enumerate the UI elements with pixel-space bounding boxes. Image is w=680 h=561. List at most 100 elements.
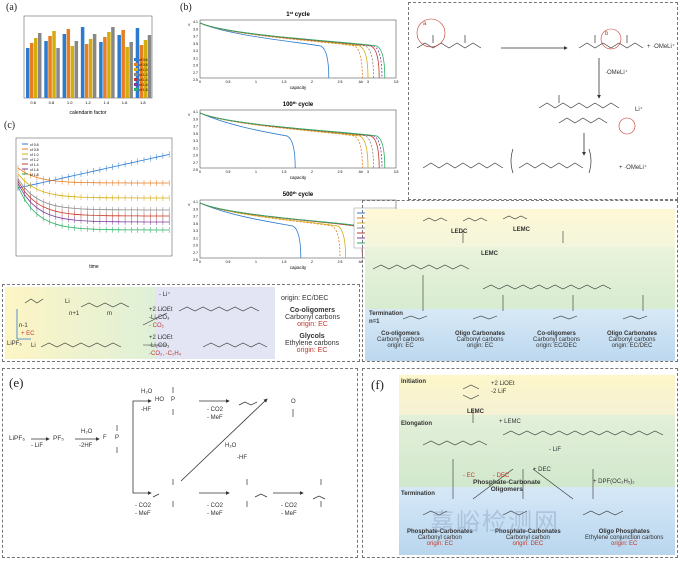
x-axis-label: capacity (290, 85, 307, 90)
legend-label: cf 1.2 (30, 158, 39, 162)
bar (99, 42, 103, 98)
legend-label: cf 1.0 (30, 153, 39, 157)
e-mef-a: - MeF (207, 415, 223, 421)
legend-label: cf 0.6 (30, 143, 39, 147)
bar (48, 36, 52, 98)
e-co2-d: - CO2 (281, 503, 298, 509)
discharge-curve (199, 112, 296, 169)
omeli-3: + ·OMeLi⁺ (619, 165, 648, 171)
x-tick-label: 3.5 (394, 170, 399, 174)
bar (129, 42, 133, 98)
bar (62, 34, 67, 98)
plot-title-rest: cycle (297, 192, 314, 198)
y-tick-label: 3.1 (193, 56, 198, 60)
x-tick-label: 2 (311, 80, 313, 84)
term-product-1: Co-oligomers Carbonyl carbons origin: EC (377, 331, 424, 349)
bar (52, 31, 56, 98)
f-initiation-band (399, 375, 675, 415)
t1-sub: Carbonyl carbon (417, 535, 462, 541)
x-tick-label: 0.5 (226, 260, 231, 264)
plot-title-sup: st (290, 10, 294, 15)
plot-title: 100th cycle (283, 100, 314, 108)
r2c: -CO₂, -C₂H₄ (149, 351, 182, 357)
origin-1: origin: EC/DEC (281, 295, 329, 302)
plot-frame (199, 109, 397, 169)
x-axis-label: capacity (290, 265, 307, 270)
legend-swatch (134, 73, 138, 76)
legend-swatch (134, 68, 138, 71)
f-lif1: +2 LiOEt (491, 381, 515, 387)
legend-swatch (134, 78, 138, 81)
bar (125, 47, 129, 98)
t3-head: Oligo Phosphates (598, 529, 650, 535)
term-product-2: Oligo Carbonates Carbonyl carbons origin… (455, 331, 505, 349)
series-line (17, 180, 170, 217)
f-dec: + DEC (533, 467, 551, 473)
r1a: +2 LiOEt (149, 307, 173, 313)
y-axis-unit: V (188, 203, 191, 207)
discharge-curve (199, 202, 302, 259)
y-tick-label: 3.5 (193, 222, 198, 226)
panel-e: (e) LiPF₆ - LiF PF₅ H₂O -2HF P F H₂O -HF… (2, 368, 358, 558)
bar (111, 27, 115, 98)
d-glycols: Glycols Ethylene carbons origin: EC (285, 333, 339, 354)
t1-head: Phosphate-Carbonates (407, 529, 473, 535)
e-p-1: P (115, 435, 120, 441)
r2b: -Li₂CO₃ (149, 343, 170, 349)
bar (103, 37, 107, 98)
y-tick-label: 2.9 (193, 64, 198, 68)
m-label: m (107, 311, 112, 317)
c3-head: Co-oligomers (537, 331, 576, 337)
series-line (17, 154, 170, 189)
r2a: +2 LiOEt (149, 335, 173, 341)
e-f-1: F (103, 435, 107, 441)
plot-title: 500th cycle (283, 190, 314, 198)
f-lemc: LEMC (467, 409, 484, 415)
f-pco-oligomers: Phosphate-Carbonate Oligomers (473, 479, 541, 493)
y-tick-label: 3.1 (193, 146, 198, 150)
f-termination: Termination (401, 491, 435, 497)
d-band-2 (155, 287, 275, 359)
x-axis-label: capacity (290, 175, 307, 180)
t3-sub: Ethylene conjunction carbons (585, 535, 664, 541)
legend-label: cf 1.4 (30, 163, 39, 167)
d-co-oligomers: Co-oligomers Carbonyl carbons origin: EC (285, 307, 340, 328)
y-tick-label: 2.7 (193, 161, 198, 165)
plot-title-sup: th (293, 100, 297, 105)
co-head: Co-oligomers (289, 307, 335, 314)
bar (84, 44, 89, 98)
bar (74, 41, 79, 98)
panel-f-label: (f) (371, 377, 384, 392)
legend-label: cf 0.6 (139, 58, 148, 62)
arrow-a-label: a (423, 21, 427, 27)
f-lemc2: + LEMC (499, 419, 521, 425)
li-label-2: Li (31, 343, 36, 349)
t2-origin: origin: DEC (512, 541, 544, 547)
c1-origin: origin: EC (387, 343, 414, 349)
y-tick-label: 4.1 (193, 200, 198, 204)
e-o-1: O (291, 399, 296, 405)
x-tick-label: 0 (199, 170, 201, 174)
lemc-label-1: LEMC (513, 227, 530, 233)
panel-c: (c) cf 0.6 cf 0.8 cf 1.0 cf 1.2 cf 1.4 cf 1.6… (2, 118, 178, 276)
x-tick-label: 1.6 (122, 100, 128, 105)
panel-a-xlabel: calendarin factor (70, 110, 107, 116)
f-ec: - EC (463, 473, 475, 479)
e-h2o-1: H₂O (81, 429, 93, 435)
bar (30, 43, 34, 98)
c1-sub: Carbonyl carbons (377, 337, 425, 343)
f-initiation: Initiation (401, 379, 426, 385)
legend-label: cf 1.0 (139, 68, 148, 72)
x-tick-label: 0.6 (30, 100, 36, 105)
e-lif: - LiF (31, 443, 43, 449)
plot-title-sup: th (293, 190, 297, 195)
co-origin: origin: EC (297, 321, 328, 328)
e-co2-c: - CO2 (207, 503, 224, 509)
panel-g: LEDC LEMC LEMC Termination n=1 Co-oligom… (362, 200, 678, 362)
n1-label: n=1 (369, 319, 380, 325)
bar (44, 41, 48, 98)
e-co2-b: - CO2 (135, 503, 152, 509)
e-ho: HO (155, 397, 164, 403)
watermark: 嘉峪检测网 (430, 508, 560, 536)
